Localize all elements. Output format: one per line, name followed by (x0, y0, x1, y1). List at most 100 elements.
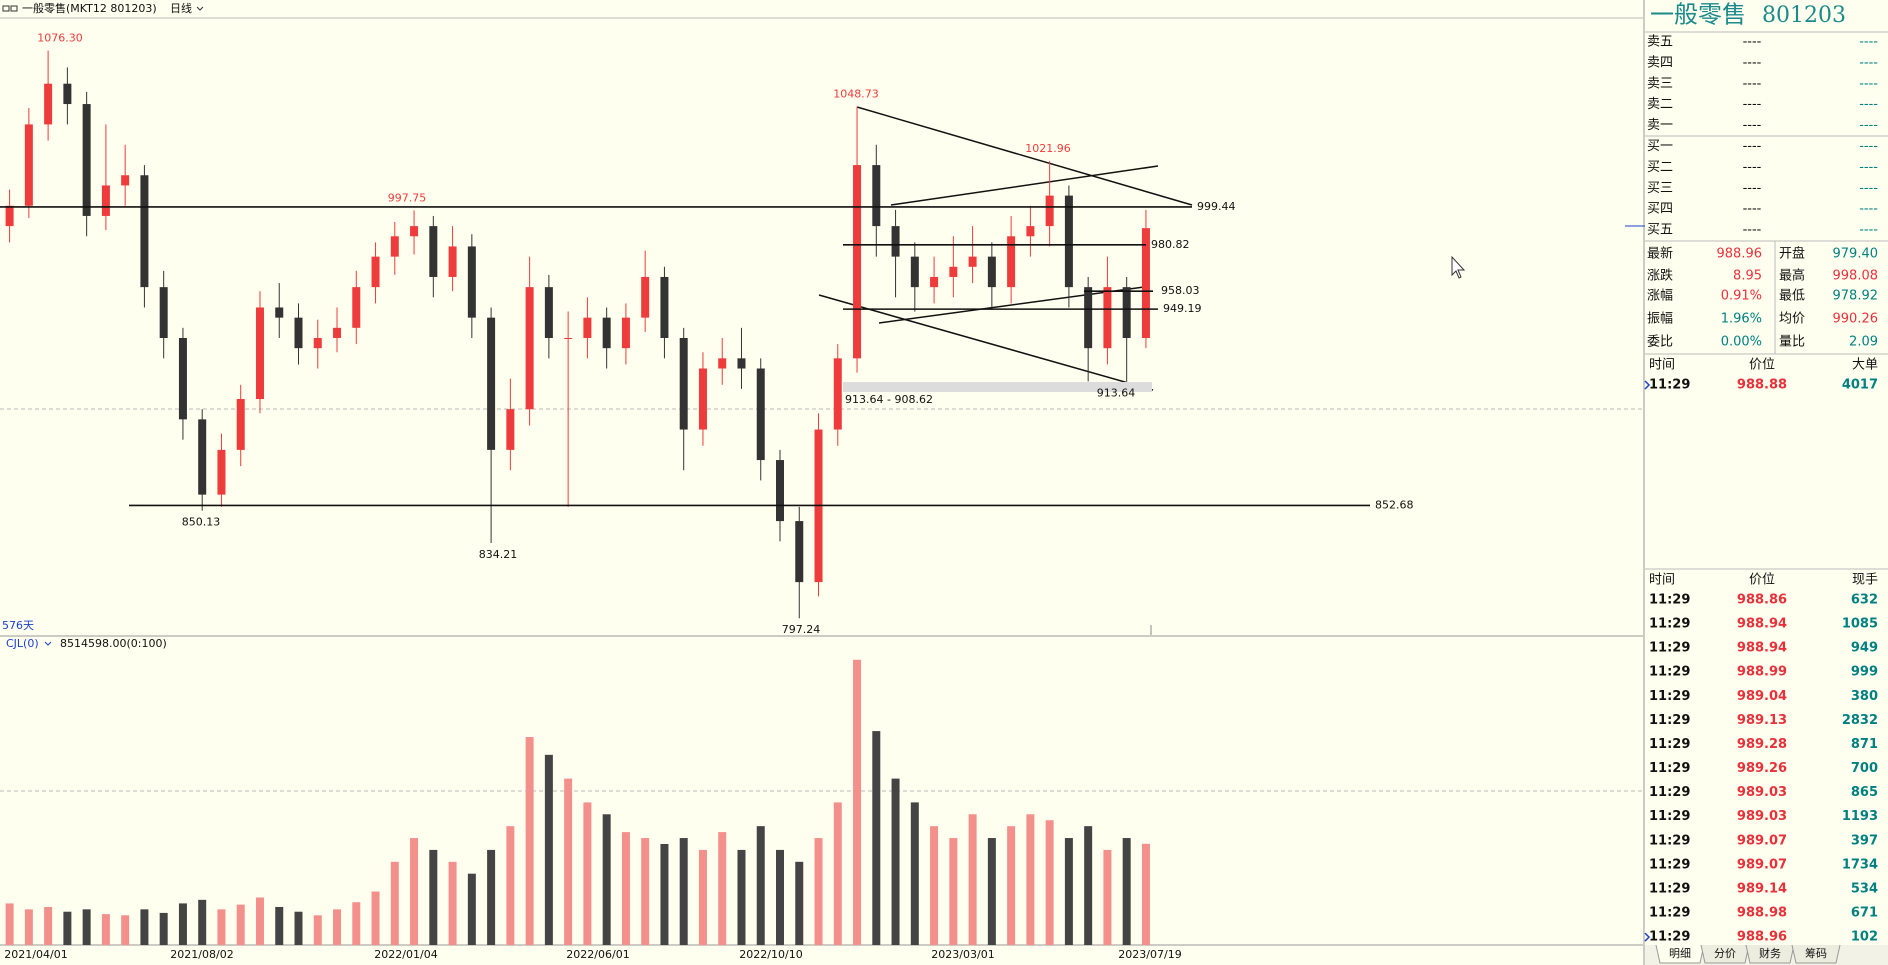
x-tick-label: 2022/06/01 (566, 948, 629, 961)
volume-bar (352, 902, 361, 945)
volume-bar (140, 909, 149, 945)
cell: 4017 (1842, 378, 1878, 393)
volume-bar (525, 737, 534, 945)
candle-body (1045, 195, 1054, 227)
volume-bar (487, 849, 496, 945)
stat-value: 979.40 (1833, 247, 1879, 262)
order-price: ---- (1743, 160, 1762, 175)
order-label: 卖五 (1647, 35, 1673, 50)
cell: 632 (1851, 593, 1878, 608)
stat-label: 委比 (1647, 335, 1673, 350)
tab[interactable] (1700, 944, 1750, 964)
indicator-name[interactable]: CJL(0) (6, 637, 39, 650)
cell: 397 (1851, 833, 1878, 848)
days-label: 576天 (2, 619, 34, 632)
volume-bar (987, 838, 996, 945)
level-label: 980.82 (1151, 238, 1190, 251)
candle-body (429, 226, 438, 277)
candle-body (583, 317, 592, 338)
cell: 989.03 (1737, 785, 1787, 800)
candle-body (198, 419, 207, 495)
candle-body (698, 368, 707, 430)
volume-bar (101, 914, 110, 945)
volume-bar (776, 849, 784, 945)
extreme-label: 850.13 (182, 516, 221, 529)
extreme-label: 1021.96 (1025, 142, 1071, 155)
order-volume: ---- (1859, 35, 1878, 50)
volume-bar (178, 903, 187, 945)
volume-bar (872, 731, 881, 945)
candle-body (756, 368, 765, 461)
cell: 2832 (1842, 713, 1878, 728)
volume-bar (1064, 838, 1073, 945)
order-volume: ---- (1859, 97, 1878, 112)
order-volume: ---- (1859, 139, 1878, 154)
cell: 989.07 (1737, 833, 1787, 848)
order-price: ---- (1743, 97, 1762, 112)
security-title: 一般零售(MKT12 801203) (22, 1, 157, 15)
extreme-label: 997.75 (388, 191, 427, 204)
volume-bar (1084, 826, 1093, 945)
volume-bar (814, 838, 823, 945)
stat-value: 8.95 (1733, 269, 1762, 284)
cell: 949 (1851, 641, 1878, 656)
stat-value: 1.96% (1721, 312, 1762, 327)
candle-body (121, 175, 130, 186)
candle-body (1064, 195, 1073, 288)
tab[interactable] (1655, 944, 1705, 964)
trend-lines (818, 106, 1193, 391)
cell: 11:29 (1649, 737, 1690, 752)
cell: 989.14 (1737, 881, 1787, 896)
period-selector[interactable]: 日线 (170, 1, 192, 15)
candle-body (891, 226, 900, 257)
dropdown-arrow[interactable] (196, 6, 204, 11)
column-header: 时间 (1649, 573, 1675, 588)
trend-line (818, 294, 1154, 391)
stat-value: 2.09 (1849, 335, 1878, 350)
cell: 989.28 (1737, 737, 1787, 752)
stat-label: 开盘 (1779, 246, 1805, 262)
cell: 11:29 (1649, 713, 1690, 728)
candle-body (872, 165, 881, 227)
dropdown-arrow[interactable] (44, 641, 52, 646)
volume-bar (795, 861, 804, 945)
candle-body (487, 317, 496, 450)
extreme-label: 913.64 (1097, 386, 1136, 399)
cell: 11:29 (1649, 833, 1690, 848)
order-price: ---- (1743, 35, 1762, 50)
candle-body (833, 358, 842, 430)
volume-bar (1103, 849, 1112, 945)
order-price: ---- (1743, 76, 1762, 91)
candle-body (1141, 228, 1150, 338)
tab-label[interactable]: 分价 (1714, 947, 1736, 960)
tab-label[interactable]: 筹码 (1805, 946, 1827, 960)
candle-body (641, 276, 650, 318)
volume-bar (44, 906, 53, 945)
order-label: 买四 (1647, 202, 1673, 217)
candle-body (101, 185, 110, 216)
header-icon (10, 5, 18, 12)
candle-body (621, 317, 630, 349)
candle-body (930, 276, 939, 288)
tab[interactable] (1745, 944, 1795, 964)
row-marker (1644, 932, 1651, 942)
candle-body (63, 83, 72, 105)
candle-body (5, 205, 14, 227)
cell: 989.26 (1737, 761, 1787, 776)
candle-body (390, 236, 399, 257)
order-volume: ---- (1859, 223, 1878, 238)
candle-body (313, 337, 322, 349)
volume-bar (544, 754, 553, 945)
stat-label: 均价 (1779, 312, 1805, 327)
tab[interactable] (1791, 944, 1841, 964)
tab-label[interactable]: 明细 (1669, 947, 1691, 960)
volume-bar (275, 906, 284, 945)
order-price: ---- (1743, 55, 1762, 70)
volume-bar (121, 915, 130, 945)
cell: 700 (1851, 761, 1878, 776)
volume-bar (410, 838, 419, 945)
tab-label[interactable]: 财务 (1759, 946, 1781, 960)
order-price: ---- (1743, 181, 1762, 196)
extreme-label: 1048.73 (833, 88, 879, 101)
